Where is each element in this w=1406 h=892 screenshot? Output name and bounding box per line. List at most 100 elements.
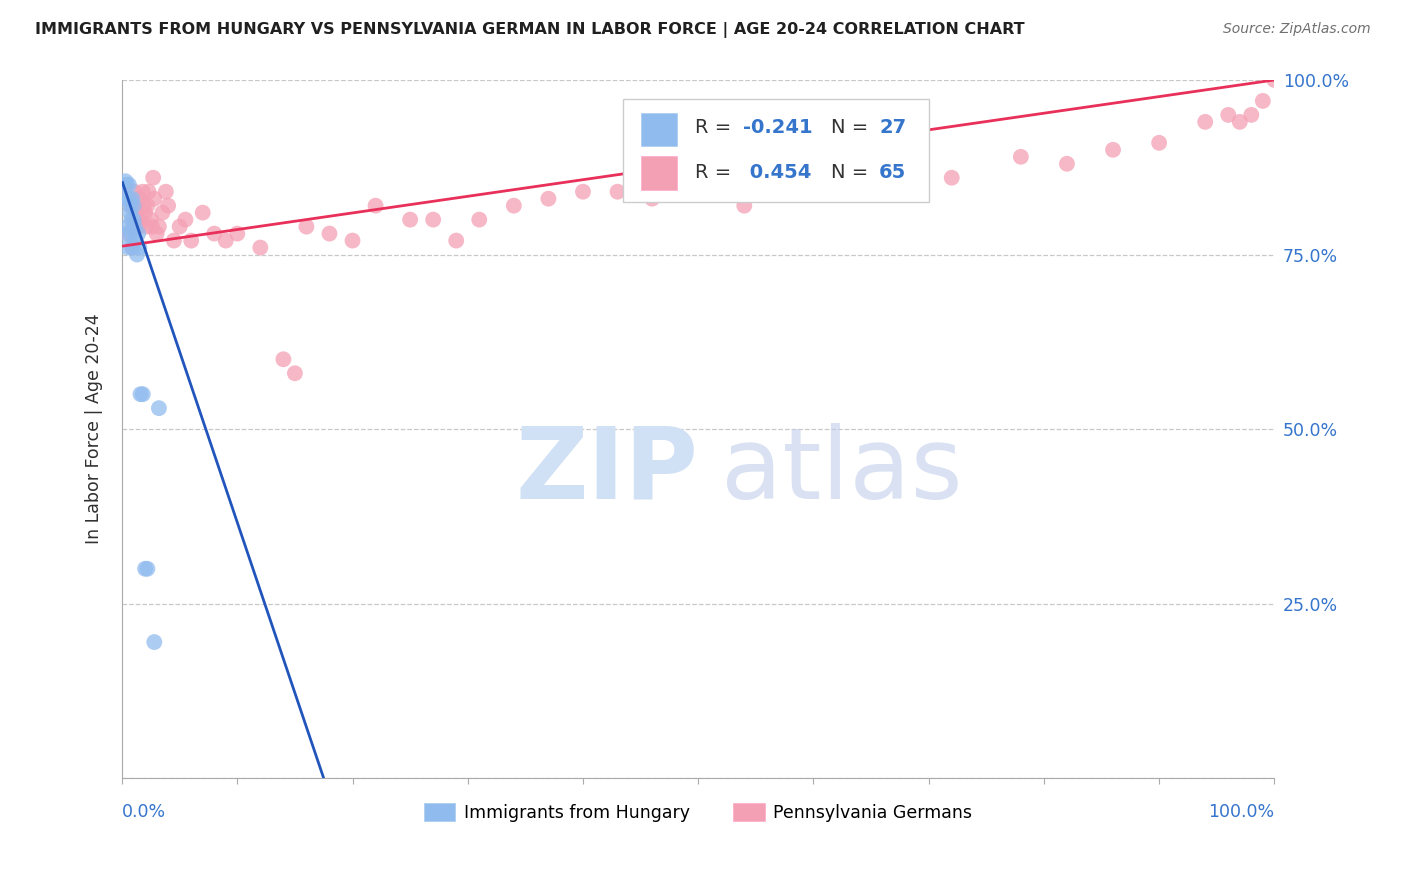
Point bbox=[1251, 94, 1274, 108]
Point bbox=[120, 205, 142, 219]
Point bbox=[1147, 136, 1170, 150]
Point bbox=[342, 234, 364, 248]
Point bbox=[118, 192, 141, 206]
Point bbox=[136, 562, 159, 576]
Text: 100.0%: 100.0% bbox=[1208, 803, 1274, 821]
Text: 0.0%: 0.0% bbox=[122, 803, 166, 821]
Point bbox=[134, 205, 156, 219]
Point bbox=[136, 199, 159, 213]
Text: IMMIGRANTS FROM HUNGARY VS PENNSYLVANIA GERMAN IN LABOR FORCE | AGE 20-24 CORREL: IMMIGRANTS FROM HUNGARY VS PENNSYLVANIA … bbox=[35, 22, 1025, 38]
Point bbox=[117, 241, 139, 255]
Point bbox=[143, 192, 166, 206]
Point bbox=[318, 227, 340, 241]
Point bbox=[125, 212, 148, 227]
Point bbox=[468, 212, 491, 227]
Point bbox=[127, 219, 149, 234]
Point bbox=[118, 227, 141, 241]
Point bbox=[273, 352, 295, 367]
Point bbox=[138, 185, 160, 199]
Point bbox=[399, 212, 422, 227]
Point bbox=[124, 185, 146, 199]
Point bbox=[1240, 108, 1263, 122]
Point bbox=[120, 227, 142, 241]
Point bbox=[1056, 157, 1078, 171]
Text: atlas: atlas bbox=[721, 423, 963, 519]
Point bbox=[150, 205, 173, 219]
Point bbox=[163, 234, 186, 248]
Point bbox=[145, 227, 167, 241]
Text: -0.241: -0.241 bbox=[744, 118, 813, 137]
Point bbox=[117, 219, 139, 234]
Text: R =: R = bbox=[695, 118, 737, 137]
Point bbox=[180, 234, 202, 248]
Point bbox=[1010, 150, 1032, 164]
Point bbox=[364, 199, 387, 213]
Point bbox=[127, 227, 149, 241]
Point bbox=[606, 185, 628, 199]
Point bbox=[141, 219, 163, 234]
Text: ZIP: ZIP bbox=[516, 423, 699, 519]
Point bbox=[120, 199, 142, 213]
Point bbox=[226, 227, 249, 241]
Point bbox=[121, 241, 143, 255]
Point bbox=[1263, 73, 1285, 87]
Bar bbox=[641, 156, 678, 190]
Point bbox=[128, 192, 150, 206]
Point bbox=[502, 199, 524, 213]
Point bbox=[157, 199, 180, 213]
Point bbox=[121, 192, 143, 206]
Text: Source: ZipAtlas.com: Source: ZipAtlas.com bbox=[1223, 22, 1371, 37]
Point bbox=[142, 170, 165, 185]
FancyBboxPatch shape bbox=[623, 99, 929, 202]
Text: R =: R = bbox=[695, 163, 737, 182]
Point bbox=[125, 234, 148, 248]
Point bbox=[128, 241, 150, 255]
Point bbox=[174, 212, 197, 227]
Point bbox=[112, 192, 135, 206]
Point bbox=[115, 178, 138, 192]
Point bbox=[249, 241, 271, 255]
Legend: Immigrants from Hungary, Pennsylvania Germans: Immigrants from Hungary, Pennsylvania Ge… bbox=[418, 797, 980, 829]
Point bbox=[295, 219, 318, 234]
Text: 0.454: 0.454 bbox=[744, 163, 811, 182]
Point bbox=[132, 185, 155, 199]
Point bbox=[641, 192, 664, 206]
Point bbox=[215, 234, 238, 248]
Text: 27: 27 bbox=[879, 118, 907, 137]
Point bbox=[148, 219, 170, 234]
Point bbox=[1102, 143, 1125, 157]
Point bbox=[148, 401, 170, 416]
Point bbox=[284, 366, 307, 380]
Point bbox=[572, 185, 595, 199]
Text: 65: 65 bbox=[879, 163, 907, 182]
Point bbox=[1194, 115, 1216, 129]
Text: N =: N = bbox=[831, 118, 875, 137]
Point bbox=[129, 212, 152, 227]
Point bbox=[132, 199, 155, 213]
Bar bbox=[641, 112, 678, 146]
Point bbox=[1218, 108, 1240, 122]
Point bbox=[202, 227, 225, 241]
Point bbox=[129, 387, 152, 401]
Point bbox=[155, 185, 177, 199]
Point bbox=[114, 174, 136, 188]
Point bbox=[120, 199, 142, 213]
Point bbox=[191, 205, 214, 219]
Point bbox=[139, 212, 162, 227]
Point bbox=[803, 185, 825, 199]
Point bbox=[941, 170, 963, 185]
Point bbox=[115, 227, 138, 241]
Point bbox=[124, 219, 146, 234]
Point bbox=[1229, 115, 1251, 129]
Point bbox=[132, 387, 155, 401]
Point bbox=[143, 635, 166, 649]
Text: N =: N = bbox=[831, 163, 875, 182]
Point bbox=[688, 185, 710, 199]
Point bbox=[169, 219, 191, 234]
Point bbox=[125, 205, 148, 219]
Point bbox=[894, 163, 917, 178]
Point bbox=[537, 192, 560, 206]
Point bbox=[125, 247, 148, 261]
Point bbox=[122, 212, 145, 227]
Point bbox=[733, 199, 755, 213]
